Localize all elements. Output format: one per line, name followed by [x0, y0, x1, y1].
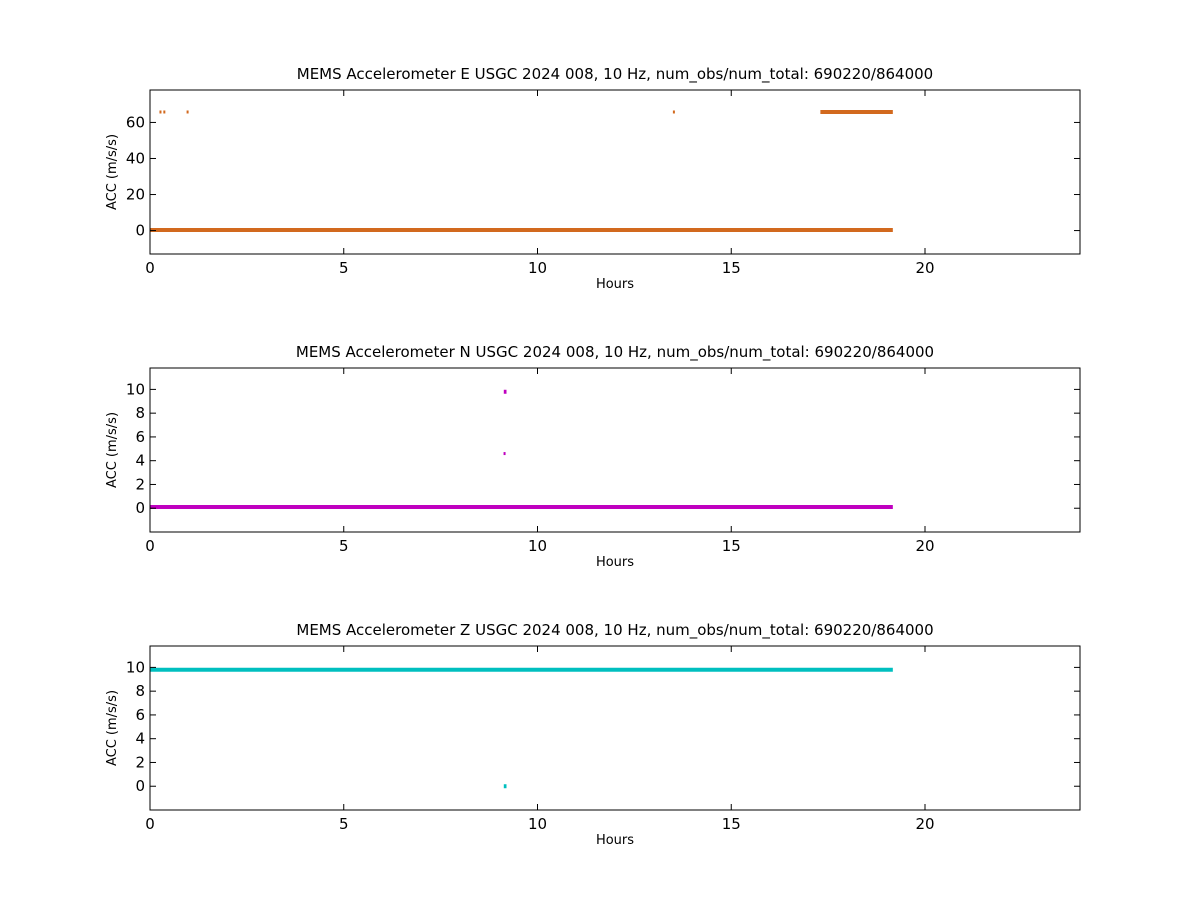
chart-title-z: MEMS Accelerometer Z USGC 2024 008, 10 H…: [296, 621, 933, 640]
x-tick-label: 20: [915, 537, 934, 555]
panel-accel-z: MEMS Accelerometer Z USGC 2024 008, 10 H…: [105, 621, 1081, 848]
y-tick-label: 10: [126, 658, 145, 676]
y-tick-label: 0: [135, 499, 145, 517]
x-axis-label: Hours: [596, 277, 634, 292]
x-tick-label: 20: [915, 259, 934, 277]
data-marks-e: [150, 109, 893, 233]
y-tick-label: 20: [126, 186, 145, 204]
y-tick-label: 6: [135, 706, 145, 724]
y-tick-label: 4: [135, 452, 145, 470]
y-tick-label: 8: [135, 404, 145, 422]
x-tick-label: 10: [528, 259, 547, 277]
x-tick-label: 15: [722, 537, 741, 555]
y-axis-label: ACC (m/s/s): [105, 412, 120, 488]
plot-frame-n: [149, 367, 1081, 533]
data-point: [159, 110, 162, 114]
x-tick-label: 10: [528, 537, 547, 555]
data-marks-n: [150, 389, 893, 510]
x-tick-label: 5: [339, 537, 349, 555]
panel-accel-n: MEMS Accelerometer N USGC 2024 008, 10 H…: [105, 343, 1081, 570]
x-tick-label: 15: [722, 259, 741, 277]
y-axis-label: ACC (m/s/s): [105, 134, 120, 210]
y-tick-label: 40: [126, 149, 145, 167]
x-tick-label: 0: [145, 815, 155, 833]
x-tick-label: 20: [915, 815, 934, 833]
x-axis-label: Hours: [596, 833, 634, 848]
data-point: [503, 452, 506, 456]
chart-title-n: MEMS Accelerometer N USGC 2024 008, 10 H…: [296, 343, 934, 362]
y-tick-label: 4: [135, 730, 145, 748]
plot-frame-z: [149, 645, 1081, 811]
data-marks-z: [150, 667, 893, 789]
y-axis-label: ACC (m/s/s): [105, 690, 120, 766]
x-tick-label: 0: [145, 537, 155, 555]
panel-accel-e: MEMS Accelerometer E USGC 2024 008, 10 H…: [105, 65, 1081, 292]
x-tick-label: 0: [145, 259, 155, 277]
y-tick-label: 10: [126, 380, 145, 398]
x-tick-label: 15: [722, 815, 741, 833]
data-point: [163, 110, 166, 114]
chart-title-e: MEMS Accelerometer E USGC 2024 008, 10 H…: [297, 65, 933, 84]
y-tick-label: 2: [135, 475, 145, 493]
x-axis-label: Hours: [596, 555, 634, 570]
data-point: [672, 110, 675, 114]
x-tick-label: 5: [339, 815, 349, 833]
x-tick-label: 10: [528, 815, 547, 833]
y-tick-label: 0: [135, 222, 145, 240]
y-tick-label: 8: [135, 682, 145, 700]
plot-frame-e: [149, 89, 1081, 255]
y-tick-label: 60: [126, 113, 145, 131]
y-tick-label: 6: [135, 428, 145, 446]
y-tick-label: 2: [135, 753, 145, 771]
x-tick-label: 5: [339, 259, 349, 277]
data-point: [186, 110, 189, 114]
y-tick-label: 0: [135, 777, 145, 795]
